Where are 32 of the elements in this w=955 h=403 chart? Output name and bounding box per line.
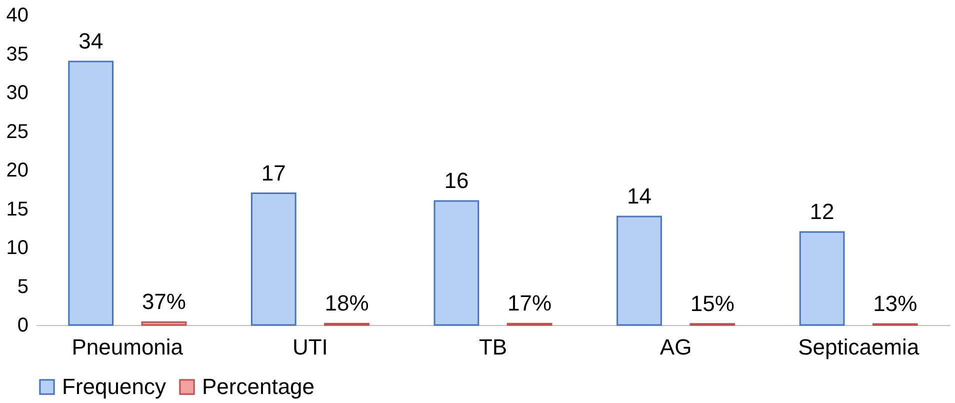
x-tick-label: Septicaemia (798, 334, 920, 360)
x-tick-label: AG (660, 334, 692, 360)
y-tick-label: 30 (6, 82, 28, 104)
data-label: 12 (810, 199, 834, 224)
y-tick-label: 40 (6, 4, 28, 26)
bar (250, 192, 296, 326)
data-label: 13% (873, 290, 918, 316)
data-label: 14 (627, 184, 652, 208)
x-tick-label: UTI (292, 334, 328, 360)
data-label: 37% (142, 289, 186, 314)
x-tick-label: Pneumonia (72, 334, 184, 360)
y-tick-label: 5 (17, 276, 28, 298)
y-tick-label: 0 (17, 314, 28, 336)
data-label: 17 (261, 160, 286, 186)
bar (799, 231, 845, 326)
y-tick-label: 20 (6, 160, 28, 182)
y-tick-label: 15 (6, 198, 28, 220)
bar (68, 60, 114, 326)
data-label: 18% (324, 290, 369, 316)
legend-label: Percentage (202, 374, 315, 399)
bar (616, 216, 662, 326)
bar (141, 321, 187, 326)
data-label: 17% (508, 290, 552, 316)
bar (434, 200, 480, 326)
data-label: 16 (444, 168, 469, 193)
data-label: 15% (690, 290, 734, 316)
y-tick-label: 35 (6, 43, 28, 66)
data-label: 34 (78, 28, 104, 54)
y-tick-label: 25 (6, 120, 28, 143)
y-tick-label: 10 (6, 237, 28, 259)
legend-label: Frequency (62, 374, 166, 399)
x-tick-label: TB (478, 334, 508, 360)
